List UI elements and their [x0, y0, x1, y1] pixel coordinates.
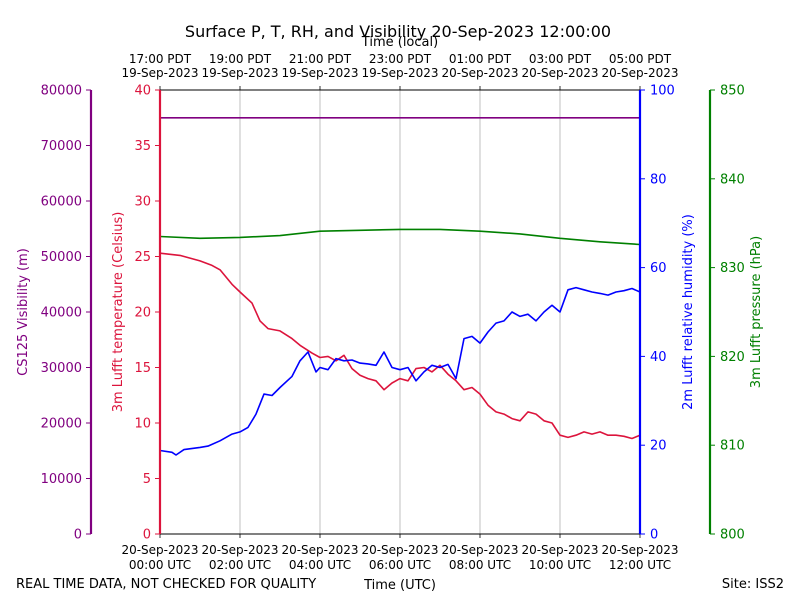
- x-tick-label-date: 20-Sep-2023: [521, 543, 598, 557]
- visibility-tick-label: 80000: [41, 84, 82, 99]
- visibility-axis-label: CS125 Visibility (m): [16, 248, 31, 376]
- pressure-tick-label: 800: [720, 528, 745, 543]
- pressure-tick-label: 820: [720, 350, 745, 365]
- humidity-tick-label: 100: [650, 84, 675, 99]
- top-x-tick-label-time: 21:00 PDT: [289, 52, 352, 66]
- x-tick-label-time: 02:00 UTC: [209, 558, 271, 572]
- top-x-tick-label-time: 01:00 PDT: [449, 52, 512, 66]
- top-x-tick-label-date: 19-Sep-2023: [361, 66, 438, 80]
- top-x-tick-label-date: 19-Sep-2023: [281, 66, 358, 80]
- top-x-axis-label: Time (local): [361, 35, 438, 50]
- pressure-tick-label: 830: [720, 261, 745, 276]
- visibility-tick-label: 60000: [41, 195, 82, 210]
- temperature-tick-label: 40: [134, 84, 151, 99]
- top-x-tick-label-date: 20-Sep-2023: [601, 66, 678, 80]
- visibility-tick-label: 30000: [41, 361, 82, 376]
- x-tick-label-date: 20-Sep-2023: [361, 543, 438, 557]
- x-tick-label-time: 10:00 UTC: [529, 558, 591, 572]
- series-line-temperature: [159, 252, 641, 440]
- humidity-tick-label: 80: [650, 172, 667, 187]
- series-line-pressure: [159, 228, 641, 246]
- humidity-tick-label: 0: [650, 528, 658, 543]
- temperature-tick-label: 0: [143, 528, 151, 543]
- temperature-tick-label: 10: [134, 417, 151, 432]
- site-label: Site: ISS2: [722, 577, 784, 592]
- series-line-humidity: [159, 286, 641, 456]
- visibility-tick-label: 10000: [41, 472, 82, 487]
- pressure-tick-label: 810: [720, 439, 745, 454]
- temperature-axis-label: 3m Lufft temperature (Celsius): [111, 212, 126, 413]
- quality-disclaimer: REAL TIME DATA, NOT CHECKED FOR QUALITY: [16, 577, 316, 592]
- top-x-tick-label-date: 19-Sep-2023: [201, 66, 278, 80]
- series-layer: [159, 117, 641, 456]
- visibility-tick-label: 70000: [41, 139, 82, 154]
- top-x-tick-label-date: 19-Sep-2023: [121, 66, 198, 80]
- top-x-tick-label-date: 20-Sep-2023: [441, 66, 518, 80]
- top-x-tick-label-time: 05:00 PDT: [609, 52, 672, 66]
- top-x-tick-label-time: 19:00 PDT: [209, 52, 272, 66]
- x-tick-label-date: 20-Sep-2023: [441, 543, 518, 557]
- humidity-axis-label: 2m Lufft relative humidity (%): [681, 214, 696, 410]
- x-tick-label-date: 20-Sep-2023: [201, 543, 278, 557]
- humidity-tick-label: 40: [650, 350, 667, 365]
- visibility-tick-label: 0: [74, 528, 82, 543]
- humidity-tick-label: 60: [650, 261, 667, 276]
- top-x-tick-label-time: 03:00 PDT: [529, 52, 592, 66]
- x-tick-label-time: 06:00 UTC: [369, 558, 431, 572]
- x-tick-label-time: 12:00 UTC: [609, 558, 671, 572]
- chart-title: Surface P, T, RH, and Visibility 20-Sep-…: [185, 22, 611, 41]
- x-tick-label-date: 20-Sep-2023: [281, 543, 358, 557]
- pressure-axis-label: 3m Lufft pressure (hPa): [749, 236, 764, 388]
- temperature-tick-label: 15: [134, 361, 151, 376]
- x-tick-label-date: 20-Sep-2023: [121, 543, 198, 557]
- humidity-tick-label: 20: [650, 439, 667, 454]
- x-tick-label-date: 20-Sep-2023: [601, 543, 678, 557]
- visibility-tick-label: 50000: [41, 250, 82, 265]
- pressure-tick-label: 840: [720, 172, 745, 187]
- top-x-tick-label-date: 20-Sep-2023: [521, 66, 598, 80]
- visibility-tick-label: 40000: [41, 306, 82, 321]
- temperature-tick-label: 30: [134, 195, 151, 210]
- temperature-tick-label: 25: [134, 250, 151, 265]
- visibility-tick-label: 20000: [41, 417, 82, 432]
- top-x-tick-label-time: 23:00 PDT: [369, 52, 432, 66]
- x-tick-label-time: 04:00 UTC: [289, 558, 351, 572]
- x-tick-label-time: 00:00 UTC: [129, 558, 191, 572]
- temperature-tick-label: 5: [143, 472, 151, 487]
- x-tick-label-time: 08:00 UTC: [449, 558, 511, 572]
- temperature-tick-label: 20: [134, 306, 151, 321]
- x-axis-label: Time (UTC): [363, 578, 436, 593]
- pressure-tick-label: 850: [720, 84, 745, 99]
- temperature-tick-label: 35: [134, 139, 151, 154]
- top-x-tick-label-time: 17:00 PDT: [129, 52, 192, 66]
